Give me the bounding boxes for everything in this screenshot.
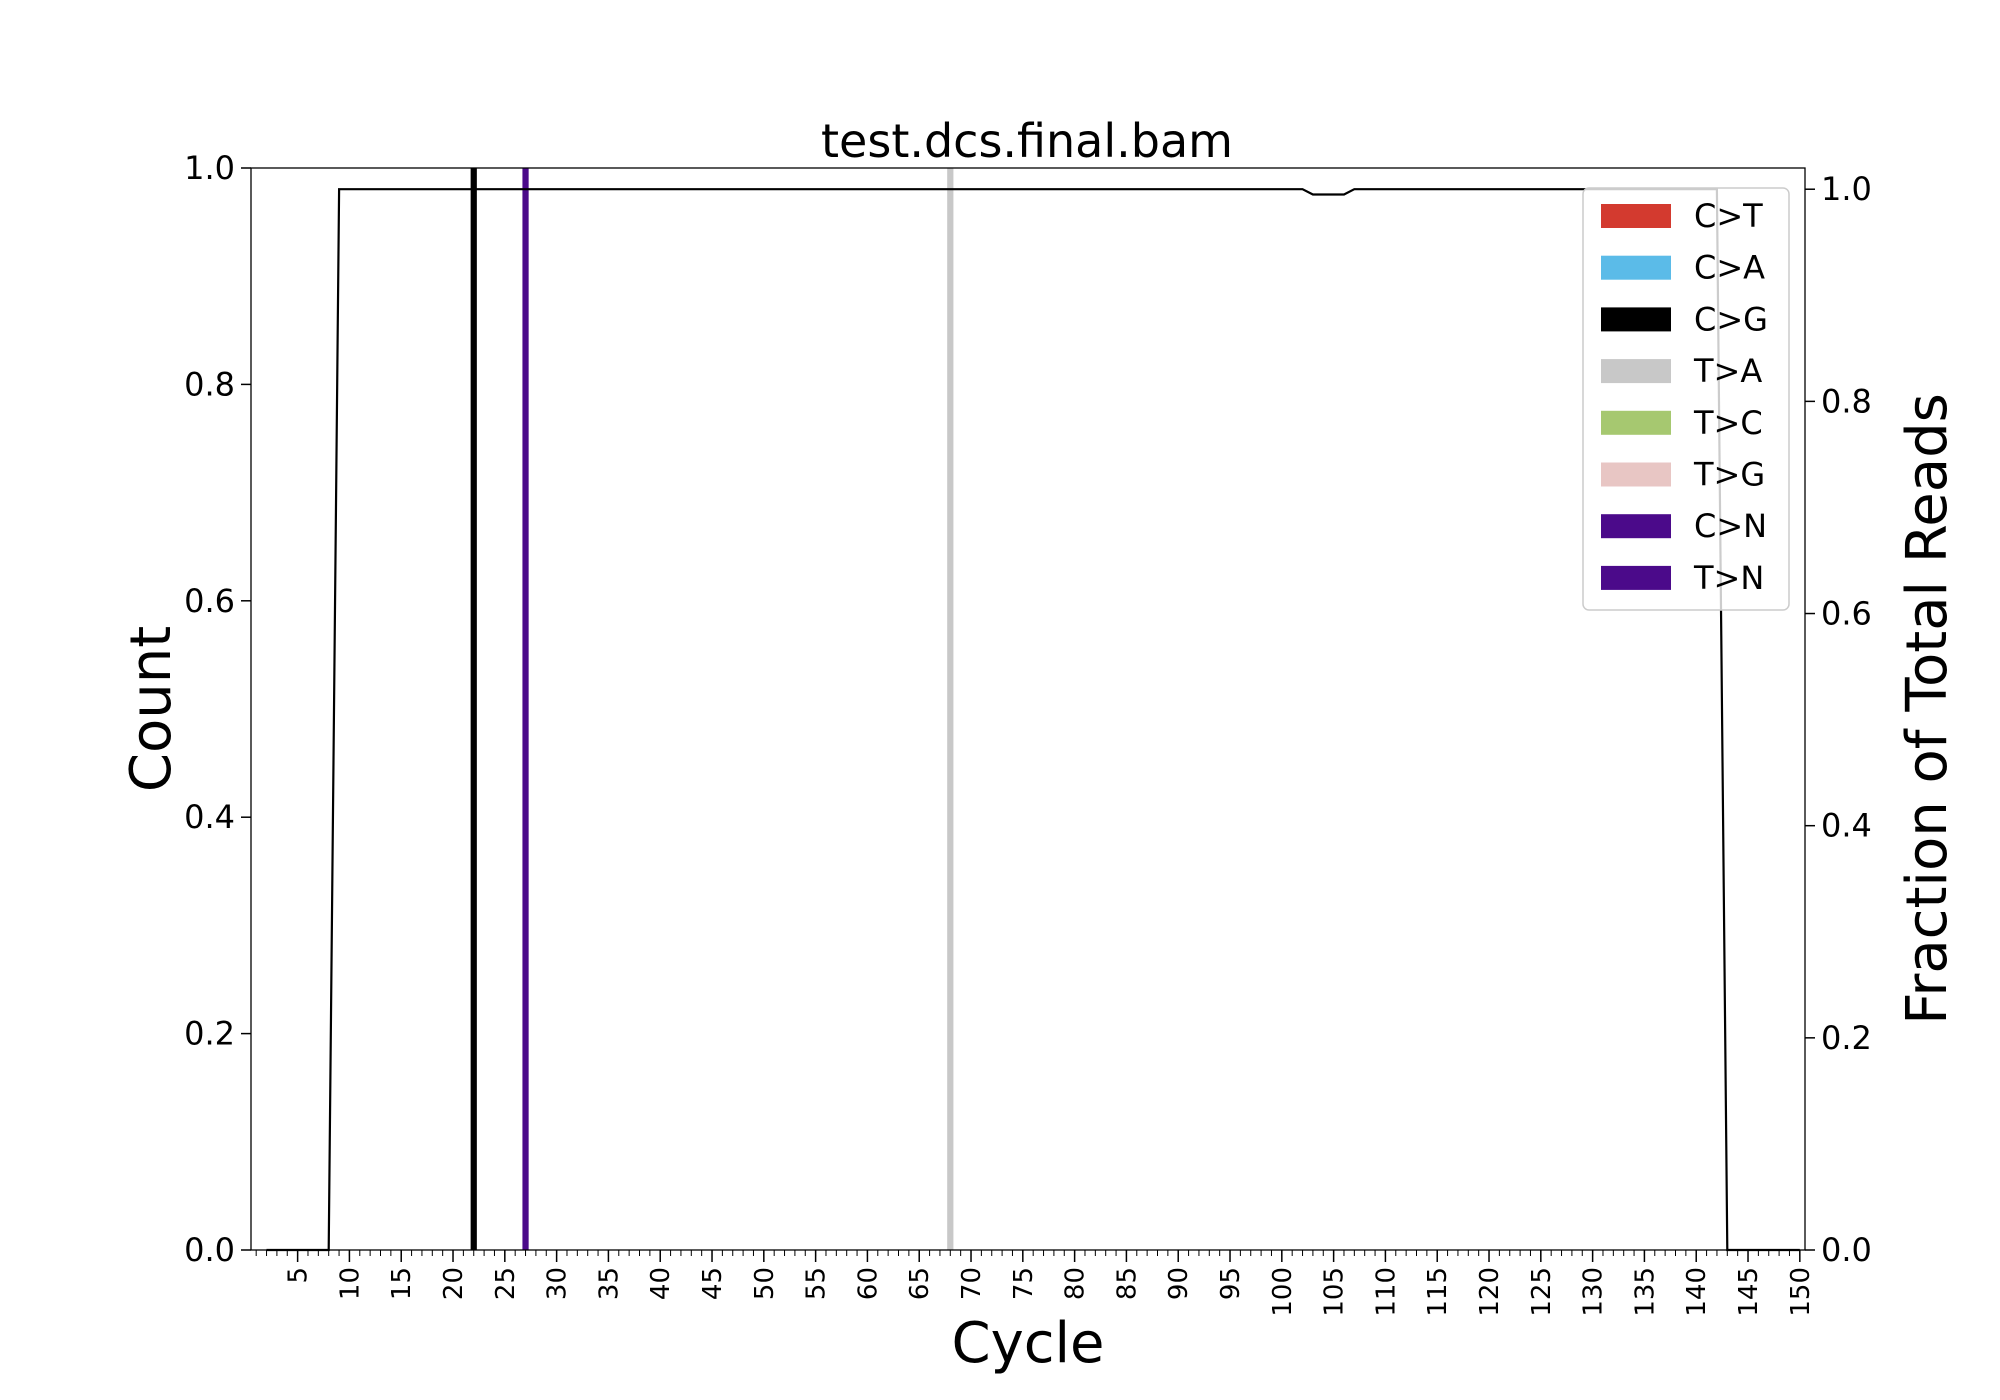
legend-swatch-t-to-n [1601, 565, 1671, 590]
legend-swatch-c-to-g [1601, 307, 1671, 332]
x-tick-label: 85 [1112, 1267, 1142, 1300]
x-tick-label: 95 [1216, 1267, 1246, 1300]
y2-tick-label: 1.0 [1821, 170, 1872, 208]
x-tick-label: 55 [802, 1267, 832, 1300]
legend-label-t-to-g: T>G [1693, 456, 1765, 494]
x-tick-label: 60 [853, 1267, 883, 1300]
y2-tick-label: 0.0 [1821, 1231, 1872, 1269]
legend-label-c-to-a: C>A [1694, 249, 1765, 287]
x-tick-label: 30 [543, 1267, 573, 1300]
y-tick-label: 0.4 [184, 798, 235, 836]
bar-c-to-g-cycle-22 [470, 168, 477, 1250]
y2-axis-label: Fraction of Total Reads [1895, 393, 1960, 1025]
x-tick-label: 140 [1682, 1267, 1712, 1317]
legend: C>T C>A C>G T>A T>C T>G C>N T>N [1582, 187, 1790, 611]
plot-frame [250, 167, 1806, 1251]
y2-tick-label: 0.4 [1821, 807, 1872, 845]
x-tick-label: 115 [1423, 1267, 1453, 1317]
x-tick-label: 25 [491, 1267, 521, 1300]
legend-swatch-t-to-c [1601, 410, 1671, 435]
legend-frame [1582, 187, 1790, 611]
chart-title: test.dcs.final.bam [821, 114, 1233, 168]
y2-tick-label: 0.2 [1821, 1019, 1872, 1057]
x-tick-label: 125 [1527, 1267, 1557, 1317]
legend-label-t-to-n: T>N [1693, 559, 1764, 597]
x-tick-label: 90 [1164, 1267, 1194, 1300]
legend-swatch-c-to-a [1601, 255, 1671, 280]
x-tick-label: 80 [1061, 1267, 1091, 1300]
legend-label-c-to-n: C>N [1694, 507, 1767, 545]
x-tick-label: 5 [284, 1267, 314, 1284]
x-tick-label: 105 [1320, 1267, 1350, 1317]
bar-t-to-a-cycle-68 [947, 168, 954, 1250]
x-tick-label: 15 [387, 1267, 417, 1300]
x-tick-label: 70 [957, 1267, 987, 1300]
legend-swatch-c-to-n [1601, 514, 1671, 539]
legend-label-t-to-c: T>C [1693, 404, 1763, 442]
legend-swatch-t-to-a [1601, 359, 1671, 384]
x-tick-label: 150 [1786, 1267, 1816, 1317]
x-tick-label: 10 [335, 1267, 365, 1300]
x-tick-label: 130 [1579, 1267, 1609, 1317]
y-tick-label: 0.0 [184, 1231, 235, 1269]
y2-tick-label: 0.8 [1821, 382, 1872, 420]
x-tick-label: 120 [1475, 1267, 1505, 1317]
y-tick-label: 0.2 [184, 1015, 235, 1053]
legend-label-t-to-a: T>A [1693, 352, 1762, 390]
y-tick-label: 1.0 [184, 149, 235, 187]
legend-swatch-c-to-t [1601, 204, 1671, 228]
x-tick-label: 40 [646, 1267, 676, 1300]
x-tick-label: 20 [439, 1267, 469, 1300]
x-tick-label: 75 [1009, 1267, 1039, 1300]
y-axis-label: Count [119, 626, 184, 792]
y-tick-label: 0.6 [184, 582, 235, 620]
x-tick-label: 50 [750, 1267, 780, 1300]
y2-tick-label: 0.6 [1821, 595, 1872, 633]
y-tick-label: 0.8 [184, 365, 235, 403]
legend-label-c-to-t: C>T [1694, 197, 1763, 235]
x-tick-label: 110 [1371, 1267, 1401, 1317]
bar-t-to-n-cycle-27 [522, 168, 529, 1250]
x-tick-label: 145 [1734, 1267, 1764, 1317]
x-tick-label: 100 [1268, 1267, 1298, 1317]
x-axis-label: Cycle [951, 1311, 1104, 1376]
x-tick-label: 35 [594, 1267, 624, 1300]
x-tick-label: 45 [698, 1267, 728, 1300]
fraction-of-reads-line [266, 188, 1800, 1252]
x-tick-label: 65 [905, 1267, 935, 1300]
x-tick-label: 135 [1630, 1267, 1660, 1317]
legend-swatch-t-to-g [1601, 462, 1671, 487]
legend-label-c-to-g: C>G [1694, 300, 1768, 338]
